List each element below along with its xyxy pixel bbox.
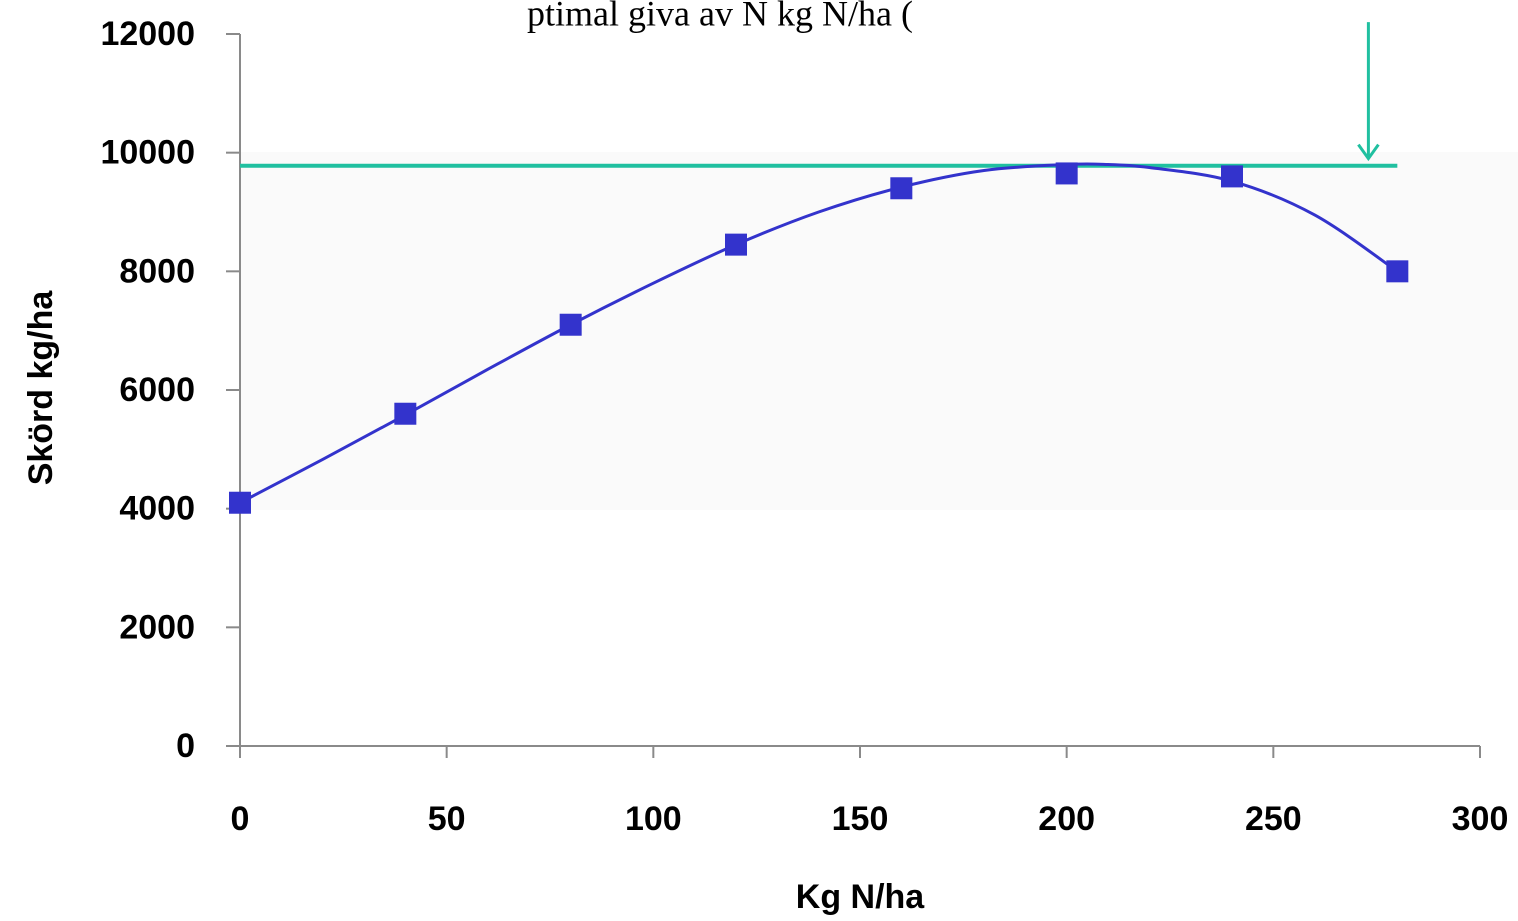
y-tick-label: 6000: [119, 371, 195, 409]
top-caption: ptimal giva av N kg N/ha (: [527, 0, 913, 34]
y-tick-label: 0: [176, 727, 195, 765]
x-axis-title: Kg N/ha: [796, 878, 926, 916]
data-point: [725, 233, 747, 256]
y-tick-label: 12000: [100, 15, 195, 53]
y-tick-label: 10000: [100, 134, 195, 172]
data-point: [1055, 162, 1078, 185]
data-point: [1386, 260, 1409, 283]
y-tick-label: 2000: [119, 608, 195, 646]
plot-background-band: [240, 152, 1518, 510]
x-tick-label: 0: [231, 800, 250, 838]
x-tick-label: 200: [1038, 800, 1095, 838]
arrow-head: [1357, 143, 1380, 162]
data-point: [559, 313, 582, 336]
data-point: [1221, 165, 1243, 188]
data-point: [394, 402, 417, 425]
fit-curve-layer: [239, 162, 1399, 505]
y-tick-label: 4000: [119, 490, 195, 528]
data-point: [229, 491, 251, 514]
x-tick-label: 150: [832, 800, 889, 838]
annotation-layer: [1357, 22, 1380, 162]
y-axis-title: Skörd kg/ha: [22, 290, 60, 486]
x-tick-label: 50: [428, 800, 466, 838]
y-tick-label: 8000: [119, 252, 195, 290]
x-tick-label: 100: [625, 800, 682, 838]
x-tick-label: 300: [1452, 800, 1509, 838]
x-tick-label: 250: [1245, 800, 1302, 838]
data-markers: [229, 162, 1409, 514]
data-point: [890, 177, 913, 200]
fit-curve: [239, 162, 1399, 505]
axes: 0 2000 4000 6000 8000 10000 12000 0 50 100 150 200 2…: [100, 15, 1508, 838]
